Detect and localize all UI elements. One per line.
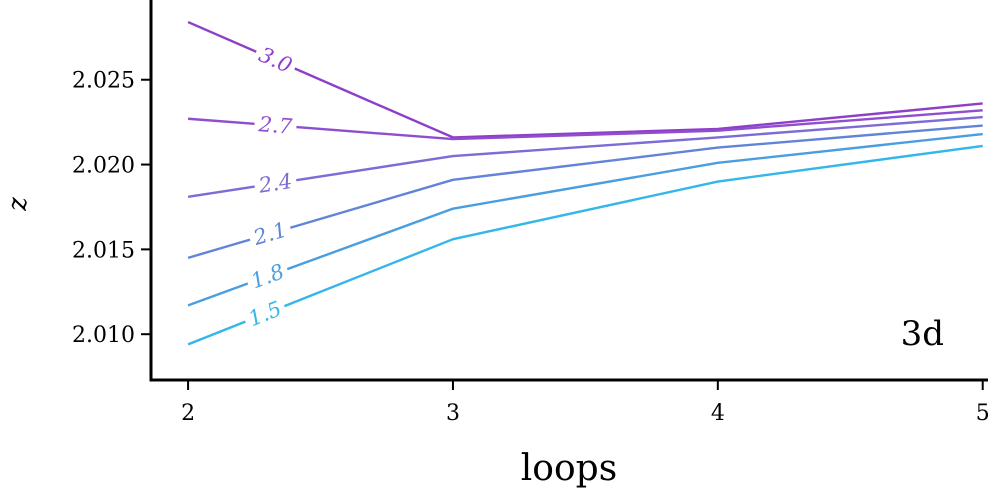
y-tick-label: 2.015 [72,238,135,263]
series-line-2-4-main [296,115,983,182]
series-line-2-4-start [187,185,255,198]
series-label-2-7: 2.7 [257,112,294,139]
series-line-1-5-main [283,144,983,308]
y-axis-title: z [3,197,33,212]
series-line-3-0-start [187,20,257,53]
plot-frame [149,0,988,382]
series-line-2-1-main [289,124,983,229]
y-tick-label: 2.020 [72,154,135,179]
series-line-3-0-main [294,67,983,139]
series-line-2-7-main [296,109,983,141]
y-tick-label: 2.025 [72,69,135,94]
series-label-3-0: 3.0 [255,42,295,77]
y-axis: 2.010 2.015 2.020 2.025 [72,69,151,348]
x-tick-label: 4 [711,401,725,426]
x-tick-label: 3 [446,401,460,426]
series-label-1-8: 1.8 [248,259,288,293]
series-line-2-1-start [187,238,251,260]
plot-area [149,0,988,382]
series-line-2-7-start [187,117,255,126]
x-axis-title: loops [521,448,617,489]
series-line-1-8-main [286,132,983,271]
x-tick-label: 5 [976,401,988,426]
series-line-1-5-start [187,320,246,346]
series-line-1-8-start [187,282,249,307]
series-label-2-1: 2.1 [250,217,290,250]
x-axis: 2 3 4 5 [181,380,988,426]
series-label-1-5: 1.5 [245,297,285,332]
y-tick-label: 2.010 [72,323,135,348]
panel-label: 3d [901,314,944,354]
series-lines [187,20,983,346]
series-label-2-4: 2.4 [256,169,294,198]
x-tick-label: 2 [181,401,195,426]
